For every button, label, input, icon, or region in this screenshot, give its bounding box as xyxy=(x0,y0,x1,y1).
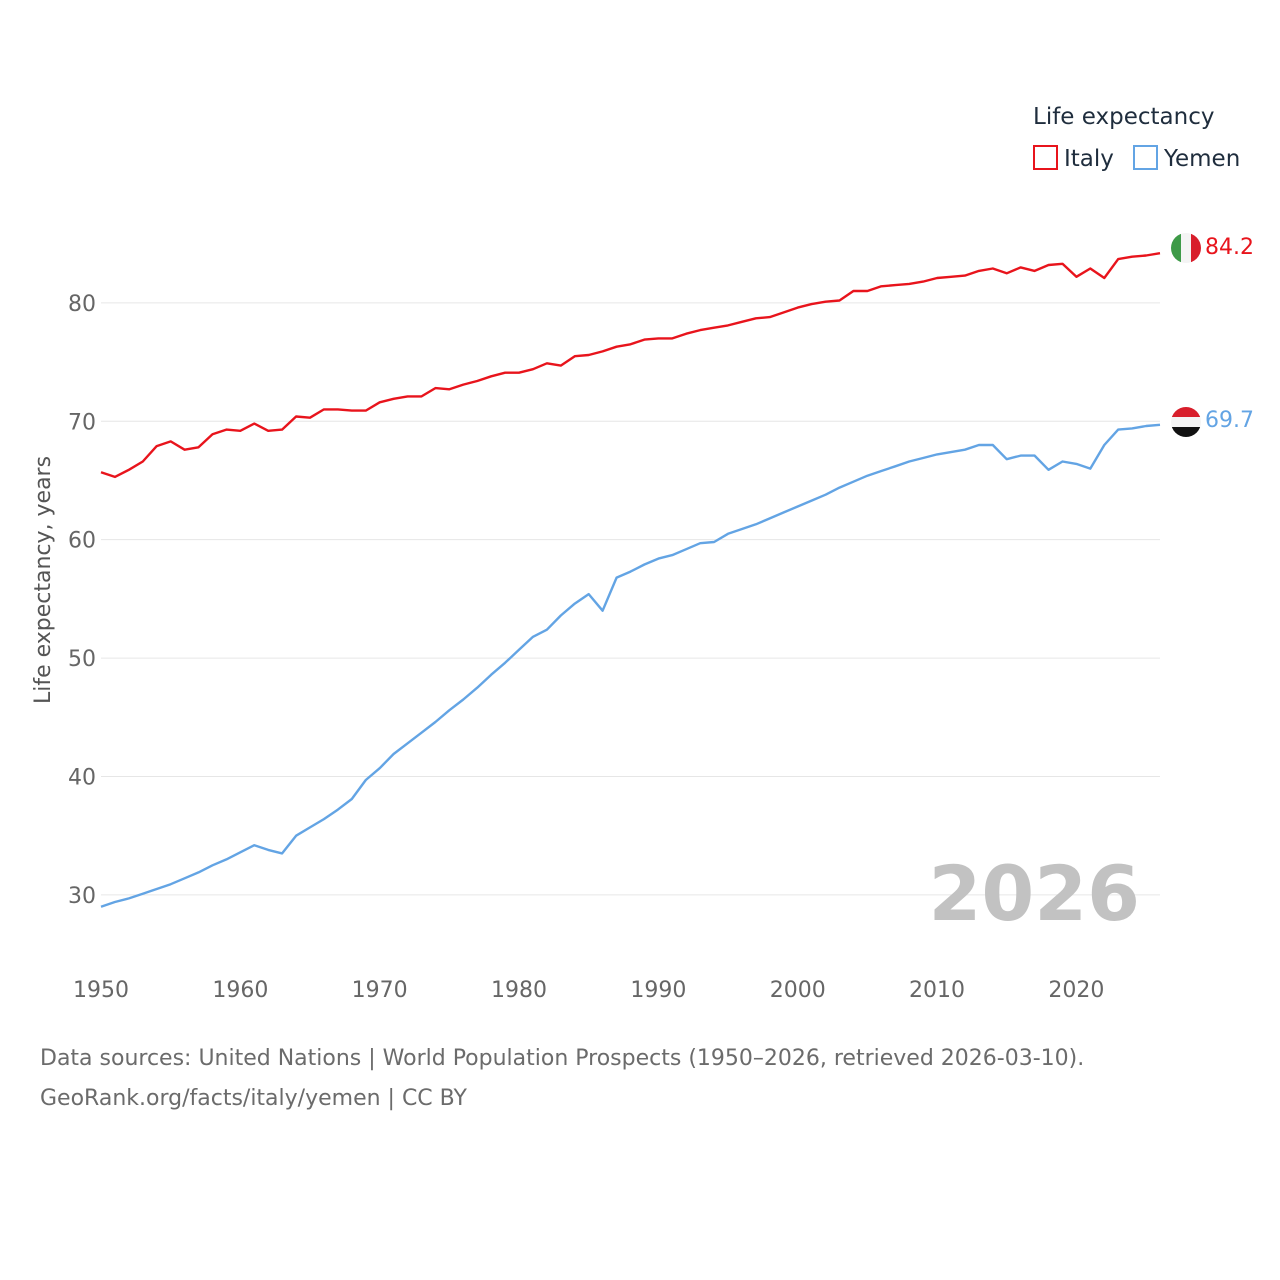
x-axis-ticks: 1950 1960 1970 1980 1990 2000 2010 2020 xyxy=(73,978,1104,1003)
legend: Life expectancy Italy Yemen xyxy=(1033,104,1240,172)
x-tick-label-1950: 1950 xyxy=(73,978,129,1003)
legend-swatch-italy[interactable] xyxy=(1033,145,1058,170)
x-tick-label-2010: 2010 xyxy=(909,978,965,1003)
legend-label-yemen[interactable]: Yemen xyxy=(1163,146,1240,172)
x-tick-label-2000: 2000 xyxy=(770,978,826,1003)
legend-swatch-yemen[interactable] xyxy=(1133,145,1158,170)
year-watermark: 2026 xyxy=(928,849,1140,938)
series-line-yemen xyxy=(100,423,1161,908)
y-tick-label-80: 80 xyxy=(68,292,96,317)
yemen-flag-icon xyxy=(1171,407,1201,437)
x-tick-label-1970: 1970 xyxy=(352,978,408,1003)
y-tick-label-50: 50 xyxy=(68,647,96,672)
end-value-italy: 84.2 xyxy=(1205,235,1254,260)
y-tick-label-30: 30 xyxy=(68,884,96,909)
y-axis-title: Life expectancy, years xyxy=(31,456,56,704)
credit-line: GeoRank.org/facts/italy/yemen | CC BY xyxy=(40,1086,467,1111)
y-tick-label-60: 60 xyxy=(68,529,96,554)
line-chart: 30 40 50 60 70 80 1950 1960 1970 1980 1990 2000 201… xyxy=(31,104,1254,1003)
gridlines xyxy=(101,302,1160,896)
series-line-italy xyxy=(100,252,1161,479)
end-value-yemen: 69.7 xyxy=(1205,408,1254,433)
legend-title: Life expectancy xyxy=(1033,104,1214,130)
legend-label-italy[interactable]: Italy xyxy=(1064,146,1114,172)
x-tick-label-1960: 1960 xyxy=(212,978,268,1003)
y-tick-label-40: 40 xyxy=(68,765,96,790)
x-tick-label-1980: 1980 xyxy=(491,978,547,1003)
x-tick-label-2020: 2020 xyxy=(1048,978,1104,1003)
y-tick-label-70: 70 xyxy=(68,410,96,435)
x-tick-label-1990: 1990 xyxy=(630,978,686,1003)
data-sources-note: Data sources: United Nations | World Pop… xyxy=(40,1046,1085,1071)
italy-flag-icon xyxy=(1171,233,1201,263)
y-axis-ticks: 30 40 50 60 70 80 xyxy=(68,292,96,909)
